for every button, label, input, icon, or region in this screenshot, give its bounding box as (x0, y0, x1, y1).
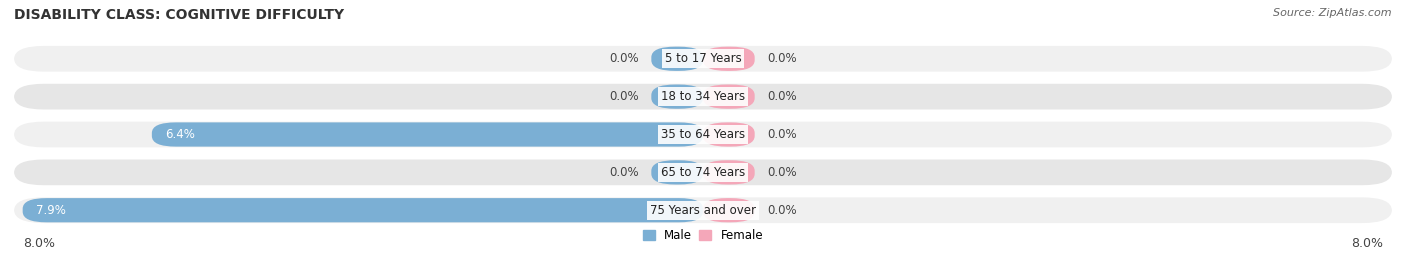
Text: 5 to 17 Years: 5 to 17 Years (665, 52, 741, 65)
Text: 0.0%: 0.0% (768, 52, 797, 65)
Text: 7.9%: 7.9% (35, 204, 66, 217)
FancyBboxPatch shape (14, 197, 1392, 223)
Text: 0.0%: 0.0% (609, 52, 638, 65)
FancyBboxPatch shape (14, 122, 1392, 147)
Text: 75 Years and over: 75 Years and over (650, 204, 756, 217)
FancyBboxPatch shape (703, 47, 755, 71)
FancyBboxPatch shape (703, 84, 755, 109)
Text: 0.0%: 0.0% (768, 204, 797, 217)
FancyBboxPatch shape (152, 122, 703, 147)
Text: 18 to 34 Years: 18 to 34 Years (661, 90, 745, 103)
Text: Source: ZipAtlas.com: Source: ZipAtlas.com (1274, 8, 1392, 18)
Text: 0.0%: 0.0% (609, 166, 638, 179)
Text: 65 to 74 Years: 65 to 74 Years (661, 166, 745, 179)
Text: 6.4%: 6.4% (165, 128, 194, 141)
Text: 8.0%: 8.0% (22, 238, 55, 250)
FancyBboxPatch shape (703, 122, 755, 147)
Text: 35 to 64 Years: 35 to 64 Years (661, 128, 745, 141)
Text: 0.0%: 0.0% (609, 90, 638, 103)
Text: 0.0%: 0.0% (768, 166, 797, 179)
Legend: Male, Female: Male, Female (638, 225, 768, 247)
FancyBboxPatch shape (14, 160, 1392, 185)
FancyBboxPatch shape (703, 160, 755, 185)
FancyBboxPatch shape (703, 198, 755, 222)
FancyBboxPatch shape (651, 47, 703, 71)
Text: 0.0%: 0.0% (768, 128, 797, 141)
FancyBboxPatch shape (651, 84, 703, 109)
Text: 8.0%: 8.0% (1351, 238, 1384, 250)
Text: 0.0%: 0.0% (768, 90, 797, 103)
FancyBboxPatch shape (14, 46, 1392, 72)
FancyBboxPatch shape (22, 198, 703, 222)
Text: DISABILITY CLASS: COGNITIVE DIFFICULTY: DISABILITY CLASS: COGNITIVE DIFFICULTY (14, 8, 344, 22)
FancyBboxPatch shape (14, 84, 1392, 109)
FancyBboxPatch shape (651, 160, 703, 185)
